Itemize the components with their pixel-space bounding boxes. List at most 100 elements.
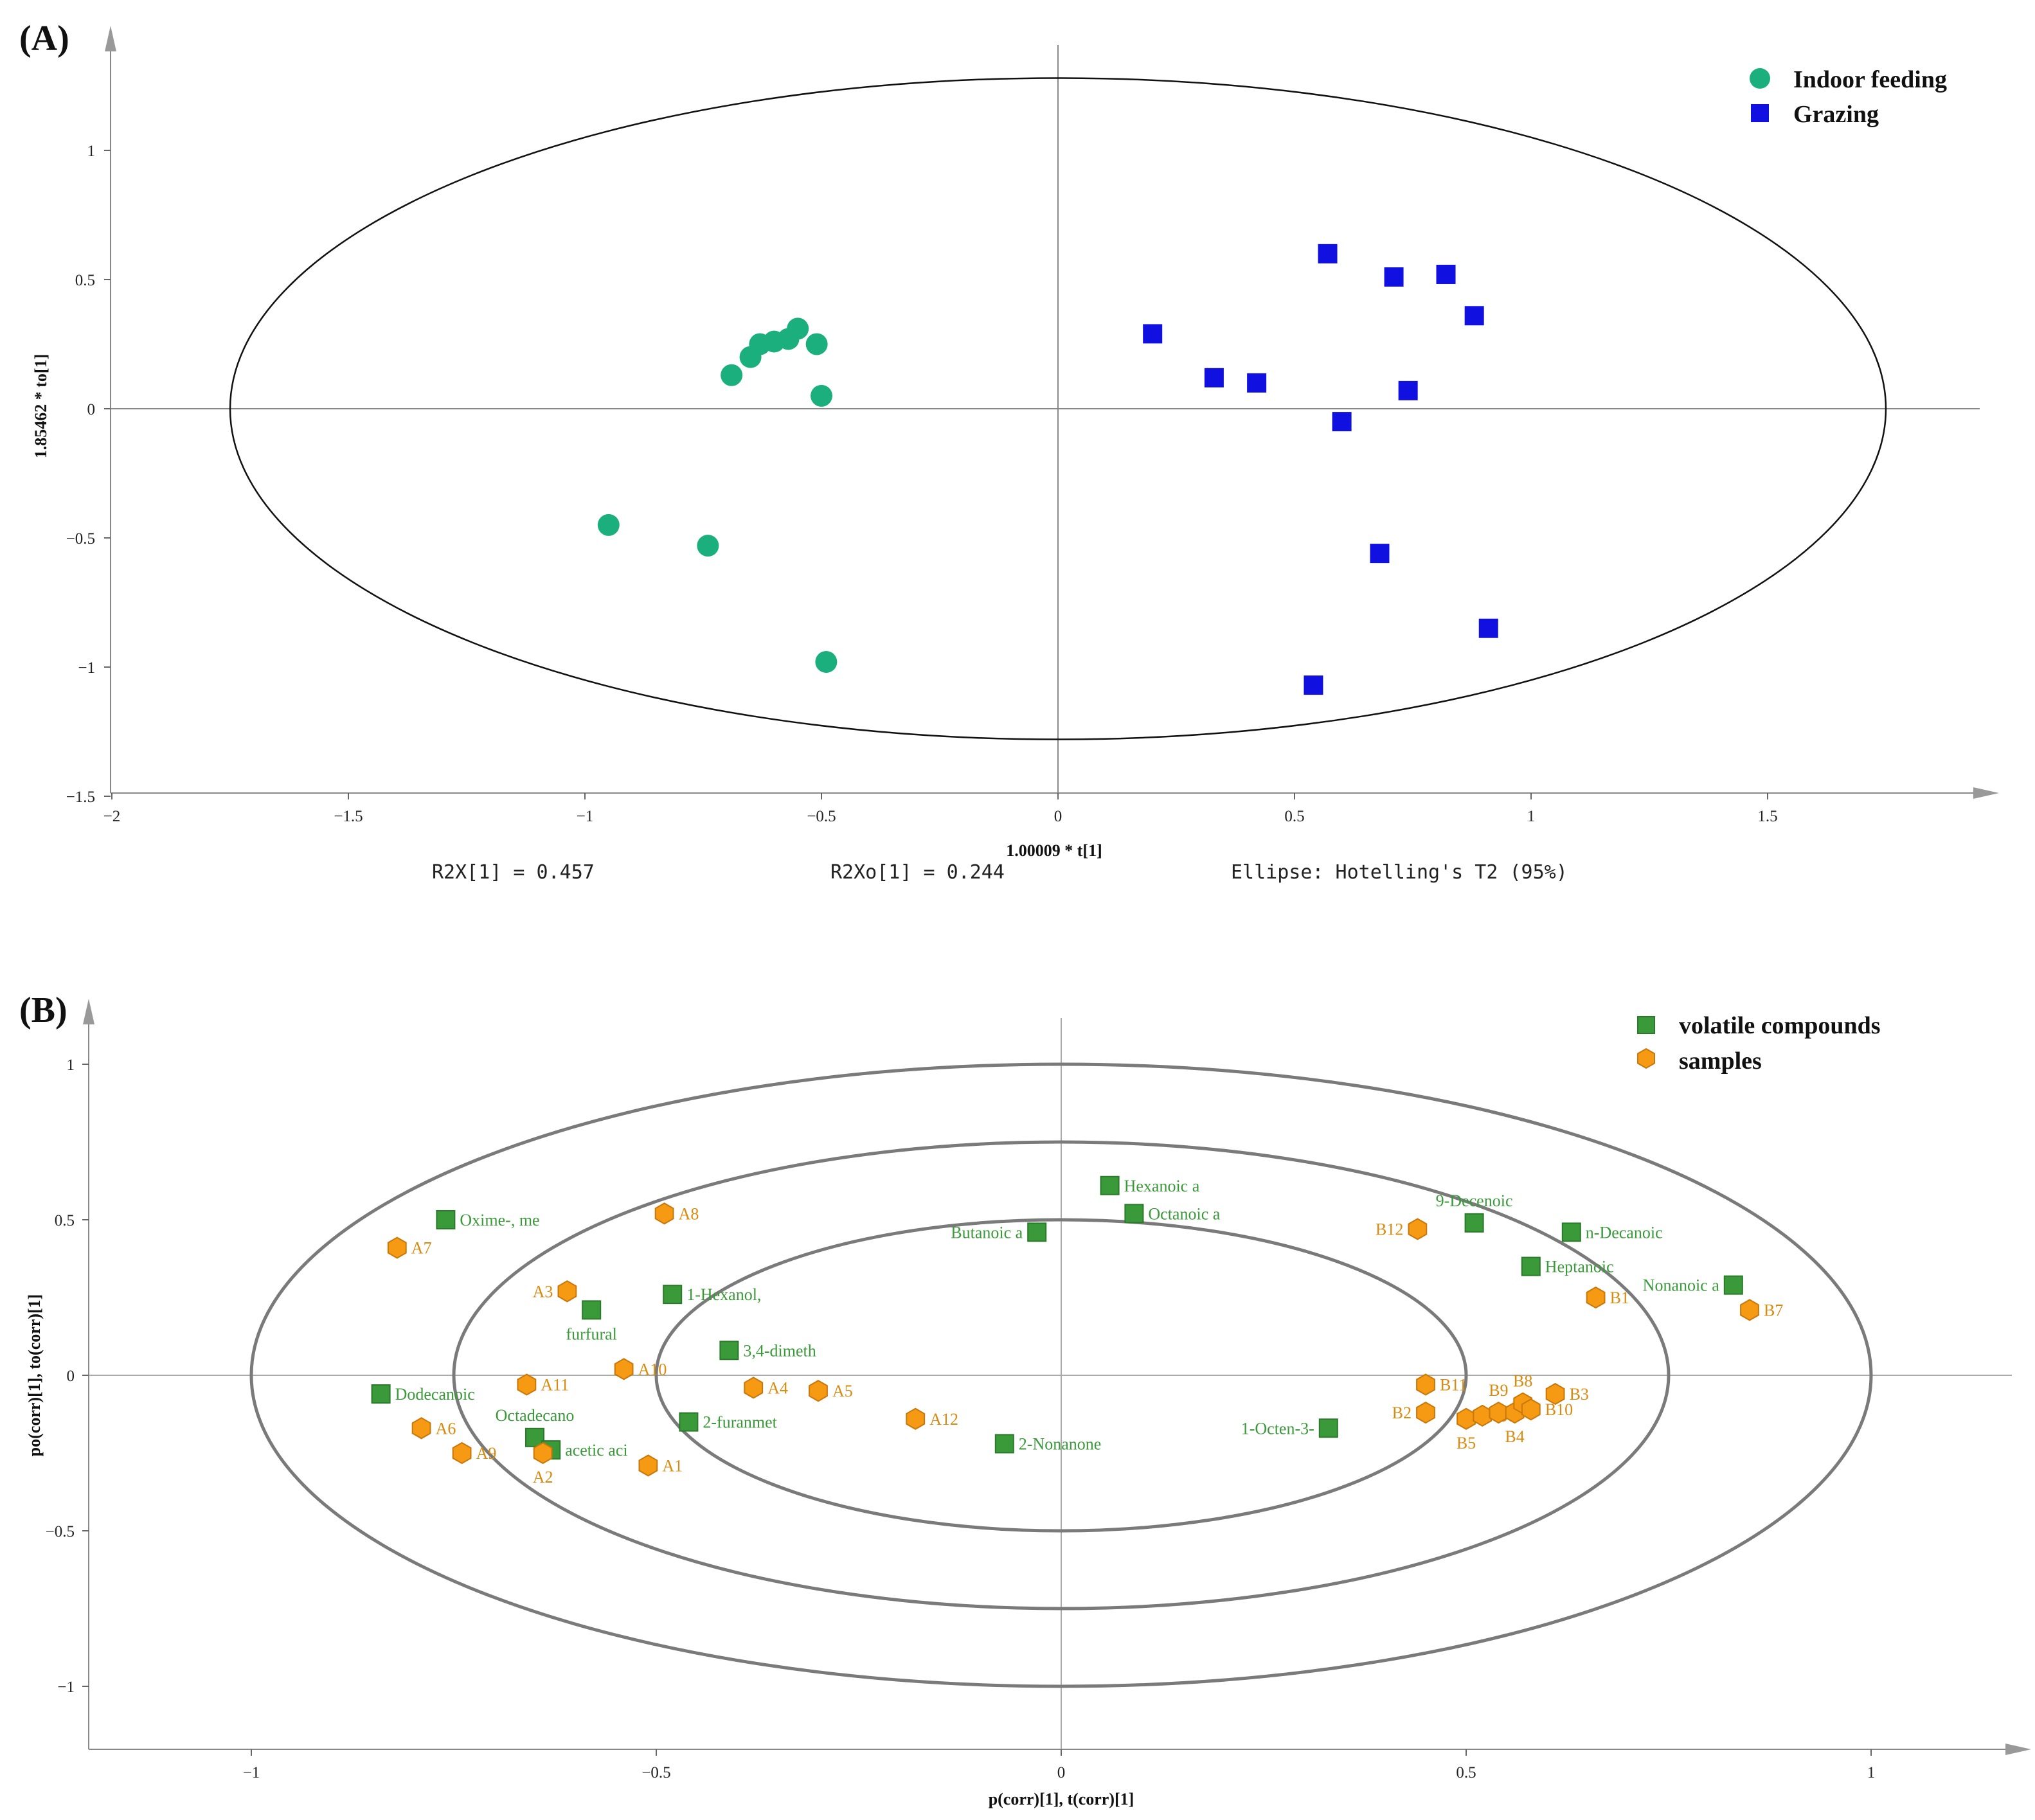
panel-a-y-arrow [105, 26, 116, 51]
point-compound [719, 1341, 739, 1361]
point-sample-label: A6 [436, 1419, 456, 1438]
panel-b-y-tick-label: 0 [67, 1368, 75, 1385]
panel-b-correlation-ellipse-1 [249, 1062, 1873, 1688]
point-sample [1416, 1401, 1435, 1424]
panel-b-x-title: p(corr)[1], t(corr)[1] [989, 1790, 1134, 1808]
panel-a: (A) −2 −1.5 −1 −0.5 0 0.5 1 1.5−1.5−1−0.500.51 … [19, 19, 1999, 884]
legend-samples-label: samples [1679, 1048, 1762, 1075]
point-sample [1521, 1398, 1541, 1421]
panel-a-x-tick-label: 1 [1527, 808, 1536, 825]
panel-a-x-tick-label: −2 [103, 808, 121, 825]
point-sample-label: B4 [1505, 1427, 1524, 1446]
point-sample [1489, 1401, 1509, 1424]
point-compound-label: 1-Octen-3- [1241, 1419, 1314, 1438]
point-sample-label: B8 [1513, 1372, 1532, 1391]
panel-b-correlation-ellipse-3 [654, 1218, 1468, 1533]
panel-b-y-tick-label: −0.5 [46, 1523, 75, 1540]
point-sample-label: A11 [541, 1376, 569, 1395]
point-grazing [1143, 324, 1163, 344]
point-sample-label: A10 [638, 1360, 667, 1378]
point-compound-label: acetic aci [565, 1441, 627, 1459]
point-sample-label: B12 [1376, 1220, 1403, 1239]
point-compound [1723, 1275, 1743, 1295]
point-grazing [1436, 264, 1456, 284]
point-sample [654, 1202, 674, 1225]
point-indoor-feeding [787, 317, 809, 340]
point-sample-label: B9 [1489, 1381, 1508, 1400]
panel-a-y-tick-label: 0.5 [75, 272, 95, 289]
legend-indoor-circle [1750, 68, 1770, 89]
point-sample-label: B5 [1457, 1434, 1476, 1452]
point-sample-label: A4 [767, 1378, 788, 1397]
panel-b-x-tick-label: 1 [1867, 1764, 1876, 1781]
point-compound [582, 1300, 602, 1320]
point-compound-label: 2-Nonanone [1019, 1434, 1102, 1453]
point-sample [638, 1454, 658, 1477]
point-grazing [1304, 675, 1323, 695]
panel-b-x-tick-label: −0.5 [641, 1764, 670, 1781]
panel-a-tag: (A) [19, 19, 69, 58]
panel-a-y-tick-label: −1.5 [66, 789, 95, 806]
panel-a-stat-ellipse: Ellipse: Hotelling's T2 (95%) [1231, 861, 1568, 884]
point-compound-label: furfural [566, 1325, 616, 1343]
panel-a-stat-r2xo: R2Xo[1] = 0.244 [830, 861, 1005, 884]
point-compound-label: Butanoic a [951, 1223, 1023, 1242]
panel-a-stat-r2x: R2X[1] = 0.457 [432, 861, 595, 884]
point-compound-label: 1-Hexanol, [686, 1285, 761, 1304]
panel-a-x-tick-label: 0 [1054, 808, 1062, 825]
point-grazing [1398, 380, 1418, 400]
point-sample-label: B2 [1392, 1404, 1412, 1422]
point-sample [614, 1358, 634, 1380]
point-compound-label: Octadecano [496, 1406, 575, 1425]
point-compound-label: Hexanoic a [1124, 1177, 1200, 1195]
legend-compounds-label: volatile compounds [1679, 1012, 1881, 1039]
panel-b: (B) −1 −0.5 0 0.5 1 −1 −0.5 0 0.5 1 Oxime-, me fur… [19, 990, 2031, 1808]
point-grazing [1370, 544, 1390, 564]
point-sample [517, 1373, 537, 1396]
point-indoor-feeding [597, 513, 620, 536]
panel-b-x-tick-label: 0.5 [1456, 1764, 1476, 1781]
point-sample [1416, 1373, 1435, 1396]
panel-a-y-tick-label: −1 [78, 659, 95, 677]
point-sample [533, 1441, 553, 1465]
point-sample-label: A12 [929, 1410, 958, 1429]
point-sample-label: A9 [476, 1444, 497, 1463]
point-compound [679, 1412, 699, 1432]
panel-b-x-tick-label: −1 [243, 1764, 260, 1781]
point-sample-label: B1 [1610, 1289, 1629, 1307]
point-compound-label: Nonanoic a [1643, 1276, 1720, 1295]
point-sample-label: B7 [1764, 1301, 1783, 1319]
point-sample [1740, 1299, 1759, 1321]
point-sample [1408, 1218, 1428, 1240]
panel-a-x-tick-label: −1.5 [334, 808, 363, 825]
point-sample-label: A2 [533, 1468, 553, 1486]
point-compound [1521, 1256, 1541, 1276]
point-grazing [1478, 618, 1498, 638]
panel-a-x-tick-label: −0.5 [807, 808, 836, 825]
point-indoor-feeding [721, 364, 743, 386]
panel-b-x-tick-label: 0 [1057, 1764, 1066, 1781]
point-indoor-feeding [815, 650, 838, 673]
point-compound [1464, 1213, 1484, 1233]
panel-a-x-arrow [1973, 787, 1999, 799]
point-compound [1124, 1204, 1144, 1224]
point-sample [387, 1236, 407, 1259]
point-sample [452, 1441, 472, 1465]
point-compound-label: n-Decanoic [1586, 1223, 1663, 1242]
point-indoor-feeding [805, 333, 828, 355]
point-sample [411, 1417, 431, 1440]
panel-a-legend: Indoor feeding Grazing [1750, 66, 1947, 128]
panel-a-y-tick-label: −0.5 [66, 530, 95, 548]
point-compound [1561, 1222, 1581, 1242]
point-indoor-feeding [811, 384, 832, 407]
point-compound [371, 1384, 391, 1404]
point-sample [744, 1377, 764, 1399]
legend-grazing-square [1751, 104, 1769, 122]
point-sample [1457, 1407, 1476, 1430]
panel-b-y-title: po(corr)[1], to(corr)[1] [25, 1294, 44, 1457]
point-sample [906, 1407, 926, 1430]
panel-a-x-title: 1.00009 * t[1] [1006, 841, 1102, 860]
point-grazing [1318, 244, 1338, 263]
point-sample [1586, 1286, 1606, 1309]
